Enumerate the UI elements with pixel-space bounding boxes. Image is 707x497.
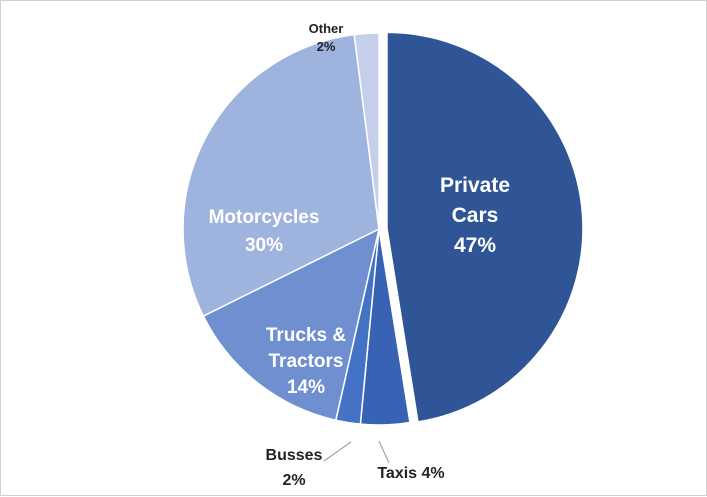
private-cars-label-line1: Private [440, 174, 510, 197]
pie-slice-other [353, 32, 380, 230]
taxis-leader-line [378, 440, 390, 464]
trucks-tractors-percent: 14% [287, 377, 325, 398]
private-cars-label-line2: Cars [452, 204, 499, 227]
busses-percent: 2% [282, 472, 305, 489]
busses-label: Busses [266, 447, 323, 464]
pie-slice-motorcycles [182, 33, 380, 318]
trucks-tractors-label-line2: Tractors [269, 351, 344, 372]
busses-leader-line [323, 441, 352, 462]
other-percent: 2% [317, 39, 336, 54]
private-cars-percent: 47% [454, 234, 496, 257]
pie-slice-trucks-tractors [202, 227, 381, 422]
taxis-label: Taxis 4% [377, 465, 444, 482]
trucks-tractors-label-line1: Trucks & [266, 325, 347, 346]
motorcycles-percent: 30% [245, 235, 283, 256]
pie-slices [182, 31, 584, 426]
motorcycles-label: Motorcycles [209, 207, 320, 228]
leader-lines [323, 440, 390, 464]
other-label: Other [309, 21, 344, 36]
pie-slice-private-cars [386, 31, 584, 423]
